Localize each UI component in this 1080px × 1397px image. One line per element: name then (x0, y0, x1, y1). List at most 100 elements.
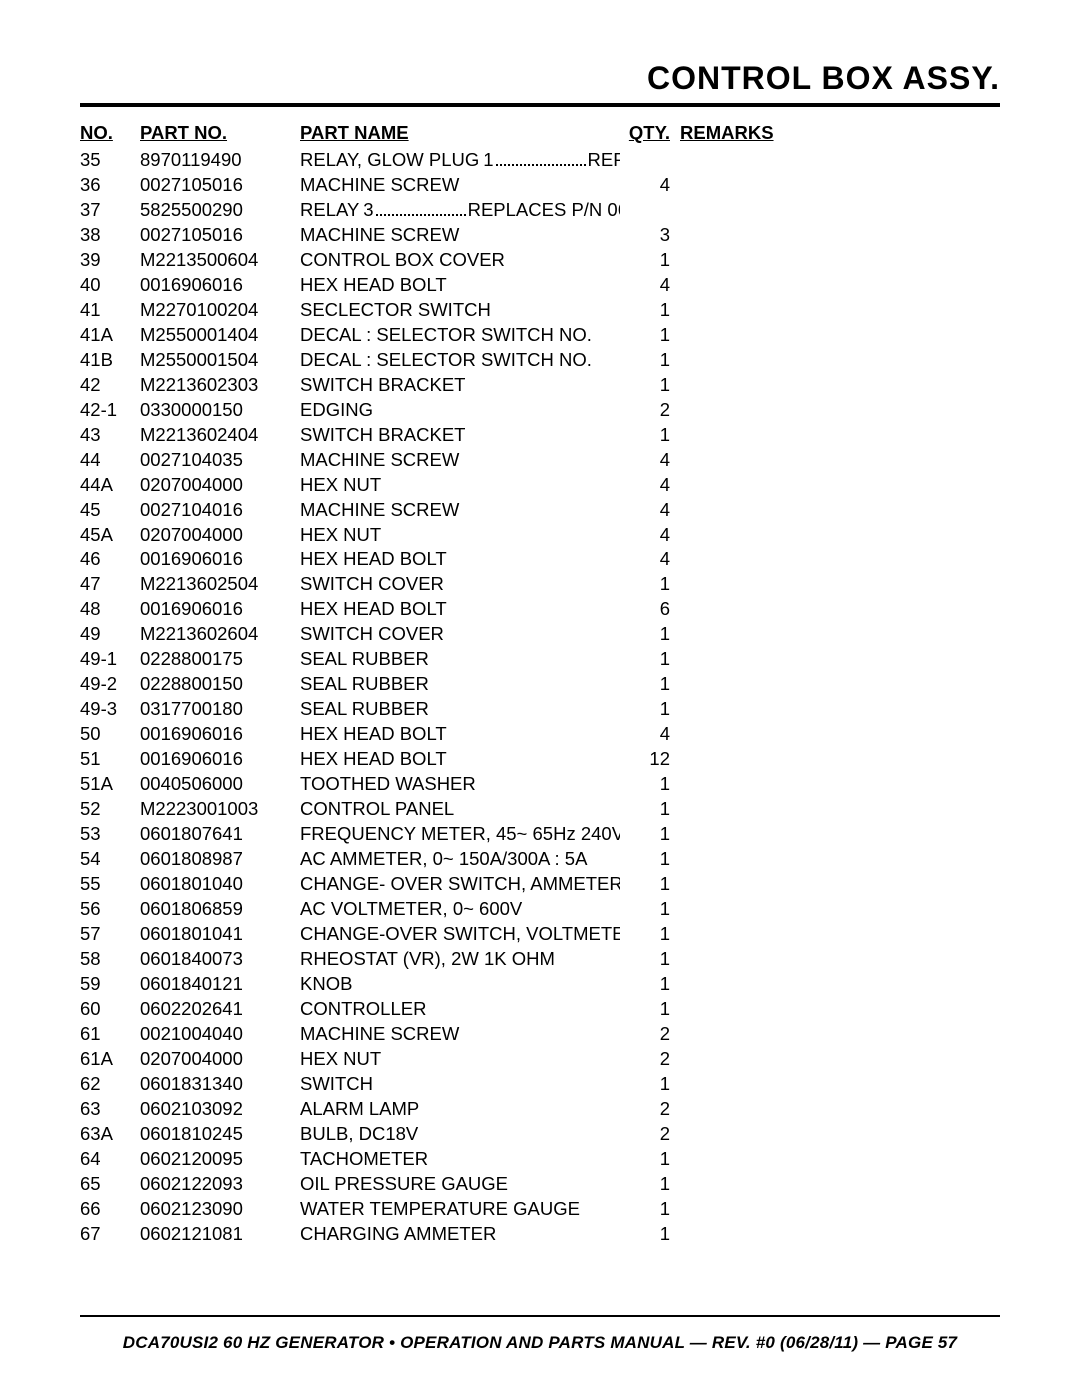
cell-qty: 1 (620, 772, 680, 797)
cell-part-no: 0027105016 (140, 223, 300, 248)
cell-name: BULB, DC18V (300, 1122, 620, 1147)
cell-remarks (680, 647, 1000, 672)
cell-remarks (680, 298, 1000, 323)
table-row: 52M2223001003CONTROL PANEL1 (80, 797, 1000, 822)
cell-no: 41 (80, 298, 140, 323)
cell-no: 49-3 (80, 697, 140, 722)
table-row: 440027104035MACHINE SCREW4 (80, 448, 1000, 473)
cell-name: HEX HEAD BOLT (300, 747, 620, 772)
cell-name: DECAL : SELECTOR SWITCH NO. (300, 323, 620, 348)
cell-qty: 1 (620, 672, 680, 697)
cell-remarks (680, 822, 1000, 847)
dot-leader (496, 149, 586, 166)
cell-remarks (680, 997, 1000, 1022)
table-row: 670602121081CHARGING AMMETER1 (80, 1222, 1000, 1247)
cell-part-no: 8970119490 (140, 148, 300, 173)
cell-remarks (680, 797, 1000, 822)
cell-name: KNOB (300, 972, 620, 997)
cell-remarks (680, 672, 1000, 697)
cell-remarks (680, 523, 1000, 548)
table-row: 41BM2550001504DECAL : SELECTOR SWITCH NO… (80, 348, 1000, 373)
cell-no: 60 (80, 997, 140, 1022)
table-row: 480016906016HEX HEAD BOLT6 (80, 597, 1000, 622)
cell-name: SEAL RUBBER (300, 647, 620, 672)
table-row: 590601840121KNOB1 (80, 972, 1000, 997)
cell-qty: 1 (620, 897, 680, 922)
cell-qty: 1 (620, 1172, 680, 1197)
table-row: 45A0207004000HEX NUT4 (80, 523, 1000, 548)
cell-remarks (680, 448, 1000, 473)
cell-qty: 1 (620, 947, 680, 972)
cell-qty: 1 (620, 1147, 680, 1172)
cell-qty: 1 (620, 348, 680, 373)
cell-no: 42 (80, 373, 140, 398)
cell-no: 44 (80, 448, 140, 473)
table-row: 560601806859AC VOLTMETER, 0~ 600V1 (80, 897, 1000, 922)
cell-name: SWITCH (300, 1072, 620, 1097)
cell-name: CONTROLLER (300, 997, 620, 1022)
cell-remarks (680, 1047, 1000, 1072)
cell-qty: 12 (620, 747, 680, 772)
cell-remarks (680, 498, 1000, 523)
cell-name: EDGING (300, 398, 620, 423)
cell-remarks (680, 722, 1000, 747)
cell-qty: 1 (620, 797, 680, 822)
cell-no: 62 (80, 1072, 140, 1097)
cell-remarks (680, 1022, 1000, 1047)
cell-no: 35 (80, 148, 140, 173)
cell-qty: 2 (620, 1097, 680, 1122)
cell-name-qty-rem: RELAY, GLOW PLUG1REPLACES P/N 0602202685 (300, 148, 620, 173)
cell-qty: 4 (620, 722, 680, 747)
cell-part-no: 0016906016 (140, 722, 300, 747)
cell-part-no: 0601831340 (140, 1072, 300, 1097)
table-row: 43M2213602404SWITCH BRACKET1 (80, 423, 1000, 448)
cell-qty: 1 (620, 847, 680, 872)
cell-part-no: 0602120095 (140, 1147, 300, 1172)
table-row: 47M2213602504SWITCH COVER1 (80, 572, 1000, 597)
cell-remarks (680, 1122, 1000, 1147)
cell-no: 49-2 (80, 672, 140, 697)
cell-name: SWITCH BRACKET (300, 423, 620, 448)
cell-part-no: 0601801041 (140, 922, 300, 947)
cell-no: 42-1 (80, 398, 140, 423)
col-name: PART NAME (300, 121, 620, 148)
col-remarks: REMARKS (680, 121, 1000, 148)
table-row: 49M2213602604SWITCH COVER1 (80, 622, 1000, 647)
table-row: 460016906016HEX HEAD BOLT4 (80, 547, 1000, 572)
table-row: 41AM2550001404DECAL : SELECTOR SWITCH NO… (80, 323, 1000, 348)
table-row: 44A0207004000HEX NUT4 (80, 473, 1000, 498)
cell-remarks (680, 373, 1000, 398)
table-row: 380027105016MACHINE SCREW3 (80, 223, 1000, 248)
cell-qty: 1 (620, 622, 680, 647)
cell-qty: 6 (620, 597, 680, 622)
cell-name: SECLECTOR SWITCH (300, 298, 620, 323)
cell-no: 49 (80, 622, 140, 647)
cell-name: TOOTHED WASHER (300, 772, 620, 797)
cell-remarks (680, 947, 1000, 972)
cell-qty: 1 (620, 697, 680, 722)
table-row: 500016906016HEX HEAD BOLT4 (80, 722, 1000, 747)
cell-name: WATER TEMPERATURE GAUGE (300, 1197, 620, 1222)
table-row: 61A0207004000HEX NUT2 (80, 1047, 1000, 1072)
cell-part-no: 0040506000 (140, 772, 300, 797)
cell-remarks (680, 323, 1000, 348)
cell-part-no: 0601806859 (140, 897, 300, 922)
cell-name: SEAL RUBBER (300, 672, 620, 697)
table-row: 610021004040MACHINE SCREW2 (80, 1022, 1000, 1047)
table-row: 360027105016MACHINE SCREW4 (80, 173, 1000, 198)
cell-part-no: 0027104016 (140, 498, 300, 523)
cell-name: MACHINE SCREW (300, 223, 620, 248)
cell-no: 58 (80, 947, 140, 972)
cell-name: HEX HEAD BOLT (300, 547, 620, 572)
cell-remarks (680, 697, 1000, 722)
cell-qty: 1 (620, 423, 680, 448)
cell-name: DECAL : SELECTOR SWITCH NO. (300, 348, 620, 373)
cell-no: 51A (80, 772, 140, 797)
cell-part-no: 0317700180 (140, 697, 300, 722)
cell-no: 64 (80, 1147, 140, 1172)
cell-no: 63 (80, 1097, 140, 1122)
cell-remarks (680, 597, 1000, 622)
cell-name: HEX NUT (300, 523, 620, 548)
cell-remarks (680, 473, 1000, 498)
table-row: 630602103092ALARM LAMP2 (80, 1097, 1000, 1122)
